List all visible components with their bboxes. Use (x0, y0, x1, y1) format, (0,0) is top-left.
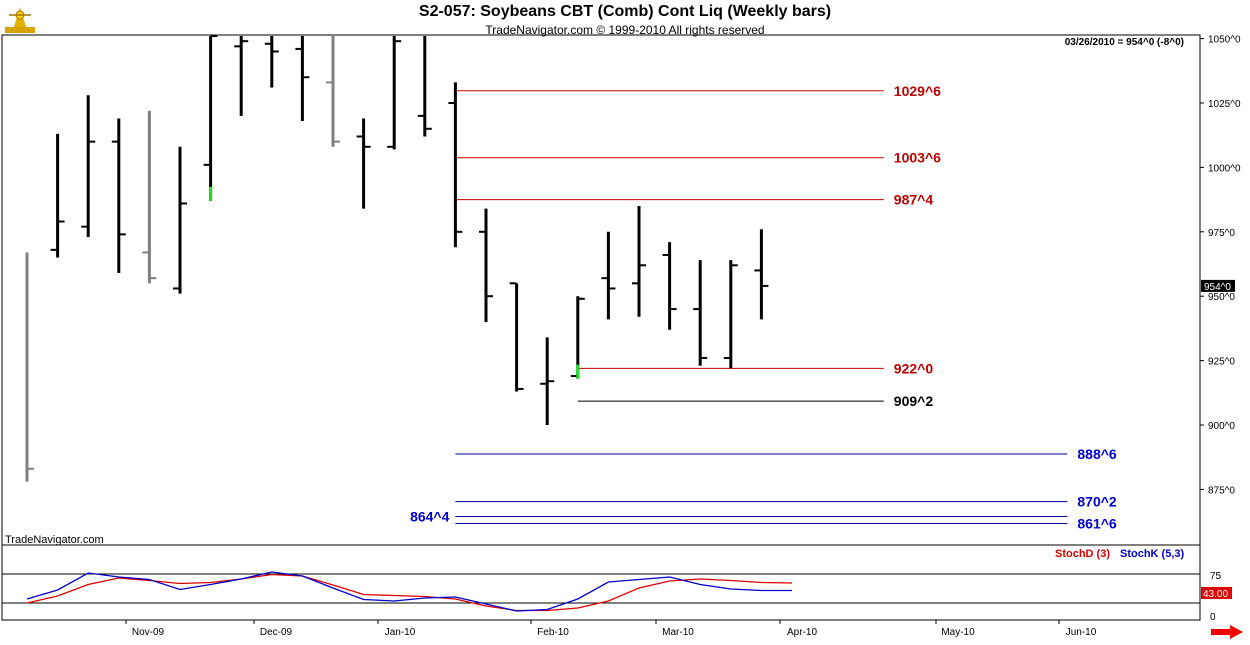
price-readout: 03/26/2010 = 954^0 (-8^0) (1064, 37, 1184, 48)
level-label: 909^2 (894, 393, 934, 409)
price-tick-label: 1000^0 (1208, 163, 1241, 174)
price-tick-label: 875^0 (1208, 485, 1235, 496)
chart-copyright: TradeNavigator.com © 1999-2010 All right… (485, 23, 765, 37)
price-tick-label: 900^0 (1208, 421, 1235, 432)
level-label: 861^6 (1077, 516, 1117, 532)
stoch-value-badge (1201, 587, 1232, 599)
level-label: 987^4 (894, 192, 934, 208)
last-price-badge (1201, 279, 1235, 292)
level-label: 922^0 (894, 360, 934, 376)
level-label: 864^4 (410, 508, 450, 524)
level-label: 1003^6 (894, 150, 941, 166)
stochk-line (26, 571, 792, 612)
price-frame (1, 34, 1201, 546)
price-bars (25, 35, 769, 482)
indicator-frame (1, 544, 1201, 621)
last-price-label: 954^0 (1204, 282, 1231, 293)
chart-frame (1, 34, 1201, 621)
stochd-legend: StochD (3) (1055, 548, 1110, 560)
price-axis: 1050^0 1025^0 1000^0 975^0 950^0 925^0 900^0 87… (1200, 35, 1241, 496)
price-tick-label: 1025^0 (1208, 99, 1241, 110)
stoch-level-label: 0 (1210, 612, 1216, 623)
stoch-level-label: 75 (1210, 571, 1222, 582)
time-axis: Nov-09 Dec-09 Jan-10 Feb-10 Mar-10 Apr-10 May-… (125, 620, 1097, 638)
watermark-text: TradeNavigator.com (5, 534, 104, 546)
time-tick-label: Dec-09 (260, 627, 293, 638)
chart-title: S2-057: Soybeans CBT (Comb) Cont Liq (We… (418, 3, 832, 20)
scroll-right-arrow-icon[interactable] (1210, 624, 1244, 640)
time-tick-label: Jan-10 (385, 627, 416, 638)
time-tick-label: May-10 (941, 627, 975, 638)
time-tick-label: Feb-10 (537, 627, 569, 638)
price-tick-label: 975^0 (1208, 228, 1235, 239)
level-label: 1029^6 (894, 83, 941, 99)
time-tick-label: Jun-10 (1066, 627, 1097, 638)
stochd-line (26, 573, 793, 612)
level-label: 870^2 (1077, 494, 1117, 510)
time-tick-label: Mar-10 (662, 627, 694, 638)
time-tick-label: Nov-09 (132, 627, 165, 638)
time-tick-label: Apr-10 (787, 627, 817, 638)
stochastic-panel: 75 0 43.00 (2, 571, 1232, 623)
level-lines: 1029^6 1003^6 987^4 922^0 909^2 888^6 870^2 864… (410, 83, 1117, 532)
price-tick-label: 925^0 (1208, 357, 1235, 368)
price-tick-label: 950^0 (1208, 292, 1235, 303)
price-tick-label: 1050^0 (1208, 35, 1241, 46)
level-label: 888^6 (1077, 446, 1117, 462)
stoch-value-label: 43.00 (1203, 589, 1228, 600)
trade-navigator-logo-icon (3, 3, 37, 35)
stochk-legend: StochK (5,3) (1120, 548, 1185, 560)
